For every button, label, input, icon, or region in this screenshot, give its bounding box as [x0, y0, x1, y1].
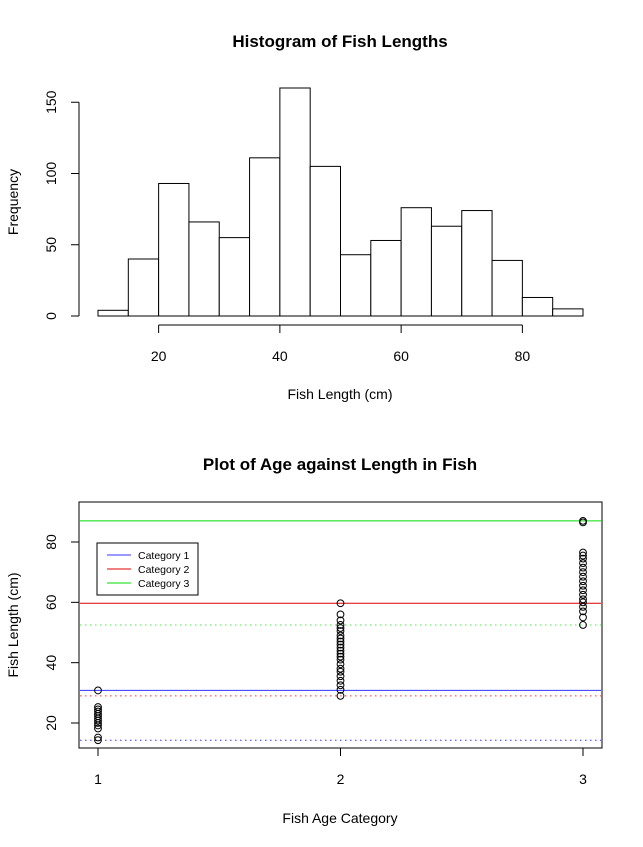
data-point [579, 621, 587, 629]
scatter-y-label: Fish Length (cm) [5, 572, 21, 677]
histogram-bar [552, 308, 584, 317]
data-point [579, 516, 587, 525]
data-point [336, 637, 345, 646]
data-point [579, 548, 587, 557]
data-point [579, 590, 587, 599]
histogram-title: Histogram of Fish Lengths [232, 32, 447, 51]
histogram-chart: Histogram of Fish Lengths Fish Length (c… [5, 32, 584, 402]
scatter-chart: Plot of Age against Length in Fish Fish … [5, 455, 603, 826]
histogram-x-label: Fish Length (cm) [287, 386, 392, 402]
data-point [336, 660, 345, 669]
data-point [579, 559, 587, 568]
data-point [336, 685, 345, 694]
histogram-bar [158, 182, 190, 317]
histogram-bars [97, 87, 584, 317]
data-point [336, 627, 345, 635]
data-point [336, 646, 345, 655]
data-point [336, 624, 345, 632]
data-point [94, 724, 102, 733]
y-tick-label: 100 [43, 162, 59, 186]
histogram-bar [309, 165, 341, 317]
x-tick-label: 1 [94, 771, 102, 787]
histogram-bar [127, 258, 160, 317]
data-point [336, 691, 345, 700]
data-point [579, 563, 587, 572]
histogram-x-axis: 20 40 60 80 [151, 324, 531, 364]
histogram-bar [400, 207, 432, 317]
data-point [579, 581, 587, 590]
histogram-bar [521, 296, 554, 317]
data-point [336, 664, 345, 673]
histogram-bar [461, 210, 493, 317]
y-tick-label: 80 [43, 534, 59, 550]
data-point [579, 551, 587, 560]
histogram-bar [340, 254, 372, 317]
data-point [94, 707, 102, 716]
data-point [579, 602, 587, 611]
data-point [336, 616, 345, 625]
scatter-points [94, 516, 587, 745]
data-point [336, 643, 345, 652]
data-point [336, 655, 345, 664]
data-point [579, 607, 587, 616]
x-tick-label: 80 [515, 348, 531, 364]
histogram-bar [491, 259, 523, 317]
data-point [336, 631, 345, 640]
data-point [579, 572, 587, 581]
data-point [336, 640, 345, 649]
y-tick-label: 20 [43, 715, 59, 731]
data-point [336, 681, 345, 690]
x-tick-label: 20 [151, 348, 167, 364]
histogram-y-axis: 0 50 100 150 [43, 90, 80, 320]
data-point [336, 610, 345, 619]
y-tick-label: 150 [43, 90, 59, 114]
histogram-y-label: Frequency [5, 169, 21, 235]
data-point [94, 733, 102, 742]
scatter-x-label: Fish Age Category [282, 810, 397, 826]
data-point [579, 554, 587, 563]
data-point [336, 649, 345, 658]
data-point [579, 586, 587, 595]
histogram-bar [249, 157, 281, 317]
legend: Category 1 Category 2 Category 3 [96, 542, 199, 596]
legend-label: Category 2 [138, 564, 190, 576]
data-point [579, 595, 587, 604]
scatter-x-axis: 1 2 3 [94, 748, 587, 787]
data-point [336, 667, 345, 676]
x-tick-label: 2 [337, 771, 345, 787]
x-tick-label: 3 [579, 771, 587, 787]
histogram-bar [218, 237, 251, 317]
data-point [94, 705, 102, 714]
data-point [336, 621, 345, 629]
data-point [579, 598, 587, 607]
data-point [94, 703, 102, 711]
scatter-y-axis: 20 40 60 80 [43, 534, 79, 731]
data-point [336, 652, 345, 661]
data-point [336, 599, 345, 608]
legend-label: Category 1 [138, 550, 190, 562]
x-tick-label: 40 [272, 348, 288, 364]
data-point [94, 686, 102, 695]
y-tick-label: 40 [43, 655, 59, 671]
data-point [94, 736, 102, 745]
scatter-title: Plot of Age against Length in Fish [203, 455, 477, 474]
data-point [336, 634, 345, 643]
legend-items: Category 1 Category 2 Category 3 [107, 550, 190, 590]
histogram-bar [370, 239, 402, 317]
data-point [336, 672, 345, 681]
legend-label: Category 3 [138, 578, 190, 590]
histogram-bar [279, 87, 311, 317]
y-tick-label: 50 [43, 237, 59, 253]
histogram-bar [97, 309, 129, 317]
data-point [579, 613, 587, 622]
data-point [579, 577, 587, 586]
data-point [579, 568, 587, 577]
x-tick-label: 60 [393, 348, 409, 364]
histogram-bar [188, 221, 220, 317]
histogram-bar [430, 225, 463, 317]
y-tick-label: 60 [43, 594, 59, 610]
data-point [336, 676, 345, 685]
y-tick-label: 0 [43, 312, 59, 320]
